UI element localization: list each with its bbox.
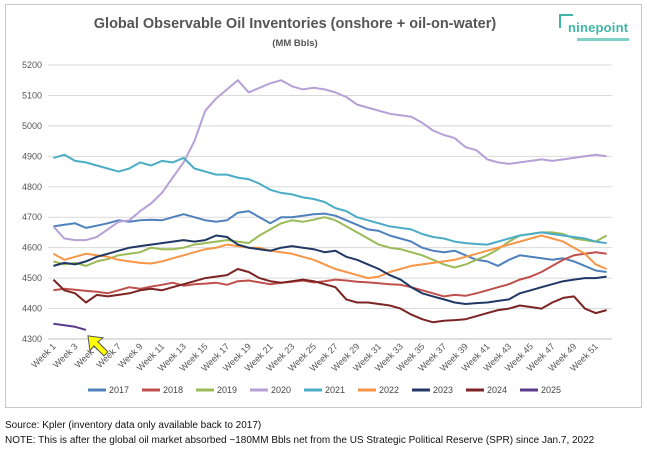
series-line-2020 bbox=[52, 79, 607, 242]
legend-label-2019: 2019 bbox=[217, 385, 237, 395]
y-tick-label: 4900 bbox=[22, 151, 42, 161]
chart-title: Global Observable Oil Inventories (onsho… bbox=[93, 16, 497, 32]
logo-mark-icon bbox=[559, 14, 573, 28]
y-tick-label: 4600 bbox=[22, 243, 42, 253]
y-tick-label: 5200 bbox=[22, 60, 42, 70]
legend-label-2024: 2024 bbox=[487, 385, 507, 395]
series-line-2023 bbox=[53, 234, 607, 305]
chart-frame bbox=[5, 4, 642, 408]
chart-subtitle: (MM Bbls) bbox=[272, 38, 318, 49]
legend-label-2021: 2021 bbox=[325, 385, 345, 395]
series-line-2022 bbox=[52, 234, 607, 280]
legend-label-2017: 2017 bbox=[109, 385, 129, 395]
line-chart: 4300 4400 4500 4600 4700 4800 4900 5000 5100 5200… bbox=[22, 60, 612, 395]
ninepoint-logo: ninepoint bbox=[557, 12, 637, 48]
y-tick-label: 5000 bbox=[22, 121, 42, 131]
series-line-2017 bbox=[53, 210, 607, 273]
y-tick-label: 5100 bbox=[22, 90, 42, 100]
logo-brand-text: ninepoint bbox=[568, 20, 629, 35]
logo-underline bbox=[577, 38, 629, 41]
legend-label-2018: 2018 bbox=[163, 385, 183, 395]
series-line-2025 bbox=[53, 322, 87, 331]
source-note: Source: Kpler (inventory data only avail… bbox=[5, 420, 262, 431]
series-line-2021 bbox=[53, 153, 607, 246]
y-tick-label: 4700 bbox=[22, 212, 42, 222]
series-line-2018 bbox=[53, 251, 607, 298]
y-tick-label: 4400 bbox=[22, 304, 42, 314]
legend-label-2022: 2022 bbox=[379, 385, 399, 395]
legend-label-2020: 2020 bbox=[271, 385, 291, 395]
annotation-arrow-icon bbox=[87, 335, 109, 357]
y-tick-label: 4300 bbox=[22, 334, 42, 344]
y-tick-label: 4500 bbox=[22, 273, 42, 283]
legend-label-2025: 2025 bbox=[541, 385, 561, 395]
series-line-2019 bbox=[53, 216, 608, 269]
series-line-2024 bbox=[52, 268, 607, 324]
spr-note: NOTE: This is after the global oil marke… bbox=[5, 435, 595, 446]
legend-label-2023: 2023 bbox=[433, 385, 453, 395]
y-tick-label: 4800 bbox=[22, 182, 42, 192]
